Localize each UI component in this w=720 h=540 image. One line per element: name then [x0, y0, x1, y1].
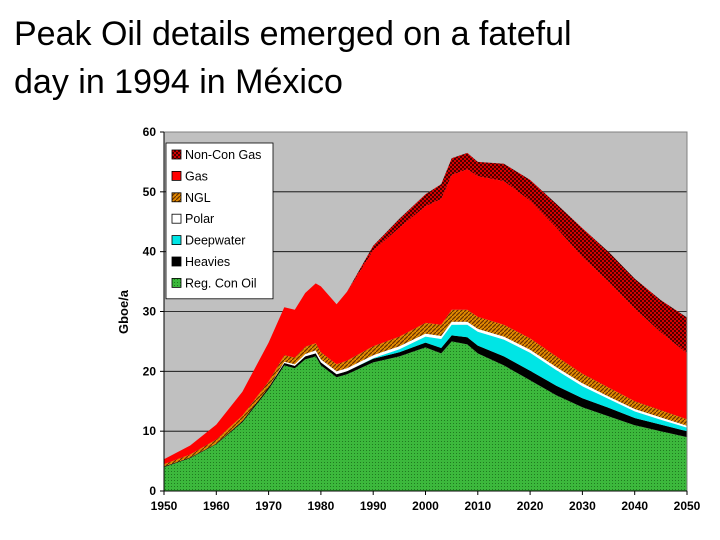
area-deepwater — [164, 324, 687, 467]
y-tick-label: 0 — [149, 484, 156, 498]
y-tick-label: 10 — [143, 424, 157, 438]
x-tick-label: 1970 — [255, 499, 282, 513]
x-tick-label: 1980 — [308, 499, 335, 513]
legend-swatch-polar — [171, 213, 182, 224]
legend-swatch-deepwater — [171, 235, 182, 246]
legend-swatch-gas — [171, 170, 182, 181]
x-tick-label: 2000 — [412, 499, 439, 513]
legend-swatch-ngl — [171, 192, 182, 203]
legend-label-reg-con-oil: Reg. Con Oil — [185, 276, 257, 290]
legend-swatch-reg-con-oil — [171, 277, 182, 288]
y-tick-label: 20 — [143, 364, 157, 378]
legend-label-ngl: NGL — [185, 191, 211, 205]
legend-swatch-non-con-gas — [171, 149, 182, 160]
area-reg-con-oil — [164, 341, 687, 491]
area-heavies — [164, 335, 687, 468]
legend-swatch-heavies — [171, 256, 182, 267]
legend-label-gas: Gas — [185, 169, 208, 183]
legend-box — [165, 142, 274, 300]
x-tick-label: 1990 — [360, 499, 387, 513]
slide-title: Peak Oil details emerged on a fateful da… — [14, 10, 714, 106]
legend-label-heavies: Heavies — [185, 255, 230, 269]
x-tick-label: 1960 — [203, 499, 230, 513]
title-line-2: day in 1994 in México — [14, 63, 343, 101]
y-tick-label: 30 — [143, 305, 157, 319]
y-tick-label: 40 — [143, 245, 157, 259]
x-tick-label: 2040 — [621, 499, 648, 513]
x-tick-label: 2010 — [464, 499, 491, 513]
y-tick-label: 50 — [143, 185, 157, 199]
legend-label-polar: Polar — [185, 212, 214, 226]
x-tick-label: 1950 — [151, 499, 178, 513]
legend-label-deepwater: Deepwater — [185, 234, 245, 248]
title-line-1: Peak Oil details emerged on a fateful — [14, 15, 572, 53]
y-axis-label: Gboe/a — [116, 289, 131, 334]
legend-label-non-con-gas: Non-Con Gas — [185, 148, 261, 162]
x-tick-label: 2050 — [674, 499, 701, 513]
x-tick-label: 2020 — [517, 499, 544, 513]
area-gas — [164, 169, 687, 465]
x-tick-label: 2030 — [569, 499, 596, 513]
y-tick-label: 60 — [143, 125, 157, 139]
